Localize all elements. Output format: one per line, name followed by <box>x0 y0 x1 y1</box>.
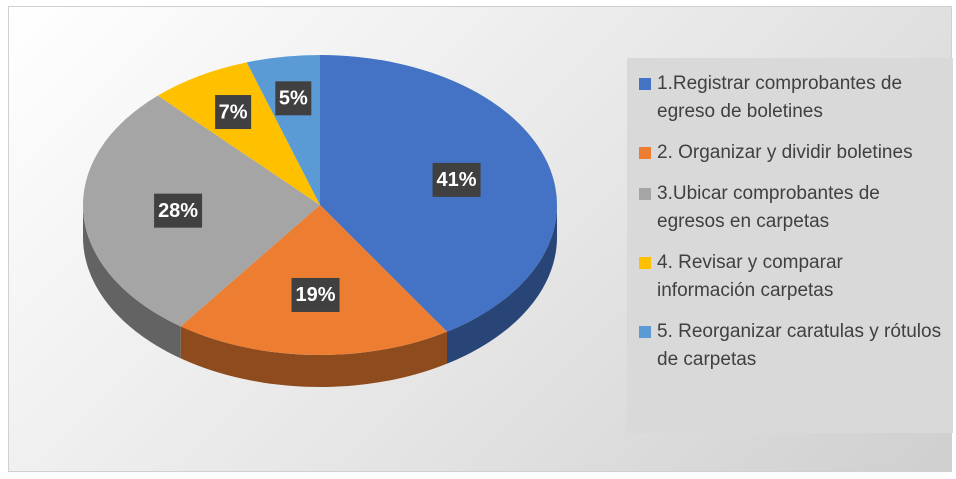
slice-side <box>83 205 181 359</box>
data-label-box <box>291 277 340 312</box>
data-label: 19% <box>296 284 336 306</box>
legend-swatch <box>639 326 651 338</box>
legend-item: 1.Registrar comprobantes de egreso de bo… <box>639 70 945 126</box>
legend-item: 5. Reorganizar caratulas y rótulos de ca… <box>639 318 945 374</box>
legend-item: 4. Revisar y comparar información carpet… <box>639 249 945 305</box>
legend-swatch <box>639 78 651 90</box>
data-label-box <box>275 81 312 116</box>
legend-item: 2. Organizar y dividir boletines <box>639 139 945 167</box>
legend-swatch <box>639 188 651 200</box>
legend-swatch <box>639 257 651 269</box>
legend-label: 5. Reorganizar caratulas y rótulos de ca… <box>657 321 942 370</box>
legend-label: 1.Registrar comprobantes de egreso de bo… <box>657 73 903 122</box>
legend: 1.Registrar comprobantes de egreso de bo… <box>627 58 953 433</box>
data-label-box <box>432 162 481 197</box>
slice-side <box>446 205 557 364</box>
data-label: 41% <box>437 169 477 191</box>
slice-side <box>180 326 447 387</box>
data-label-box <box>154 193 203 228</box>
legend-label: 4. Revisar y comparar información carpet… <box>657 252 843 301</box>
data-label: 5% <box>279 88 308 110</box>
data-label: 7% <box>219 101 248 123</box>
slice <box>157 62 320 205</box>
legend-swatch <box>639 147 651 159</box>
legend-label: 3.Ubicar comprobantes de egresos en carp… <box>657 183 880 232</box>
legend-item: 3.Ubicar comprobantes de egresos en carp… <box>639 180 945 236</box>
data-label-box <box>215 95 252 130</box>
legend-label: 2. Organizar y dividir boletines <box>657 142 913 163</box>
data-label: 28% <box>158 200 198 222</box>
